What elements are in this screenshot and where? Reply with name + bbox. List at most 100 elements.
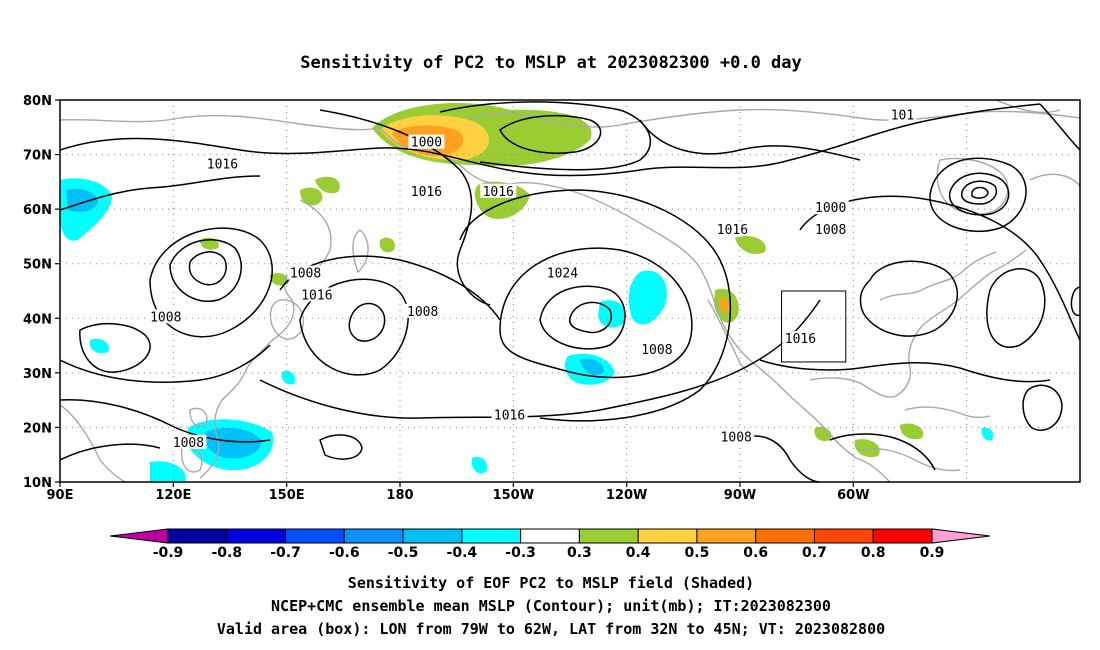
contour-high-inner	[539, 285, 626, 350]
contour-label: 1016	[717, 223, 748, 238]
longitude-ticks: 90E 120E 150E 180 150W 120W 90W 60W	[47, 482, 870, 503]
contour-label-bg	[404, 303, 441, 318]
contour-1016-subtropical	[459, 189, 732, 422]
contour-1008-labrador	[929, 157, 1027, 232]
shade-patch-6	[719, 297, 730, 313]
contour-label-bg	[718, 429, 755, 444]
shade-patch-14	[471, 456, 488, 474]
contour-label-bg	[544, 265, 581, 280]
colorbar-segment	[167, 528, 228, 544]
colorbar-label: 0.3	[567, 545, 592, 561]
contour-label-bg	[638, 342, 675, 357]
contour-ring-okhotsk	[149, 227, 273, 338]
lat-tick-label: 50N	[23, 258, 52, 273]
contour-label-bg	[408, 134, 445, 149]
shade-patch-11	[854, 439, 880, 458]
contour-1024-ring	[499, 247, 693, 379]
lon-tick-label: 150W	[493, 488, 534, 503]
valid-area-box	[781, 290, 847, 363]
lon-tick-label: 90E	[47, 488, 74, 503]
contour-label-bg	[812, 221, 849, 236]
contour-label: 1008	[173, 436, 204, 451]
contour-low-okhotsk-inner	[188, 251, 227, 286]
lon-tick-label: 150E	[269, 488, 305, 503]
contour-1016-siberia	[60, 175, 261, 211]
contour-low-china	[79, 322, 151, 373]
colorbar-segment	[813, 528, 874, 544]
coast-great-lakes	[879, 251, 997, 301]
contour-label-bg	[714, 221, 751, 236]
coast-east-north-america	[908, 249, 1027, 369]
coastlines	[60, 100, 1080, 482]
shade-scs-cyan	[150, 461, 186, 482]
contour-label-bg	[147, 309, 184, 324]
coast-central-america	[855, 457, 891, 482]
colorbar-segment	[285, 528, 345, 544]
contour-1008-west	[60, 399, 271, 443]
colorbar-segment	[520, 528, 580, 544]
colorbar-low-arrow	[109, 528, 169, 544]
coast-greenland	[995, 100, 1061, 114]
contour-labrador-inner	[960, 180, 997, 205]
contour-1016-northeast	[1039, 103, 1080, 151]
colorbar-label: 0.4	[626, 545, 651, 561]
lat-tick-label: 20N	[23, 421, 52, 436]
colorbar-segment	[461, 528, 522, 544]
contour-low-okhotsk	[169, 239, 243, 302]
contour-label-bg	[298, 287, 335, 302]
contour-label: 1008	[407, 305, 438, 320]
coast-hudson-bay	[936, 157, 1009, 215]
contour-label: 1016	[301, 288, 332, 303]
contour-label: 1016	[785, 332, 816, 347]
coast-south-america-north	[859, 448, 961, 472]
contour-labels: 1000 101 1016 1016 1016 1000 1008 1016 1008 1024 1…	[147, 107, 917, 451]
contour-label: 1008	[641, 343, 672, 358]
colorbar-segment	[226, 528, 287, 544]
coast-baja	[707, 299, 749, 373]
coast-east-asia	[199, 199, 332, 479]
contour-1008-central	[829, 433, 936, 471]
contour-label-bg	[408, 183, 445, 198]
contour-high-core	[568, 301, 613, 334]
colorbar-segment	[696, 528, 757, 544]
contour-atlantic-high	[1022, 384, 1063, 431]
contour-1000-bering	[499, 114, 602, 154]
contour-label: 1008	[815, 223, 846, 238]
contour-small-pacific	[319, 434, 363, 460]
contour-label-bg	[170, 434, 207, 449]
colorbar-segment	[578, 528, 639, 544]
lon-tick-label: 120W	[606, 488, 647, 503]
colorbar-label: -0.3	[505, 545, 536, 561]
contour-label: 1008	[721, 430, 752, 445]
map-panel: 1000 101 1016 1016 1016 1000 1008 1016 1008 1024 1…	[23, 94, 1081, 503]
colorbar-label: 0.9	[920, 545, 945, 561]
colorbar-segment	[755, 528, 815, 544]
colorbar: -0.9 -0.8 -0.7 -0.6 -0.5 -0.4 -0.3 0.3 0.4 0.5 0.6…	[109, 528, 991, 561]
contour-arctic-canada	[639, 119, 861, 161]
colorbar-high-arrow	[931, 528, 991, 544]
lat-tick-label: 60N	[23, 203, 52, 218]
contour-label: 1008	[290, 267, 321, 282]
colorbar-label: -0.5	[388, 545, 419, 561]
colorbar-segment	[637, 528, 698, 544]
colorbar-label: 0.5	[685, 545, 710, 561]
captions: Sensitivity of EOF PC2 to MSLP field (Sh…	[217, 574, 885, 638]
map-title: Sensitivity of PC2 to MSLP at 2023082300…	[300, 53, 802, 73]
contour-1016-aleutian	[319, 109, 491, 306]
colorbar-label: -0.7	[270, 545, 301, 561]
colorbar-label: -0.4	[447, 545, 478, 561]
contour-label-bg	[204, 156, 241, 171]
caption-shading: Sensitivity of EOF PC2 to MSLP field (Sh…	[348, 574, 754, 592]
coast-taiwan	[189, 407, 208, 428]
lat-tick-label: 80N	[23, 94, 52, 109]
colorbar-segment	[402, 528, 463, 544]
lat-tick-label: 30N	[23, 367, 52, 382]
colorbar-label: -0.9	[153, 545, 184, 561]
contour-label: 1000	[411, 136, 442, 151]
lon-tick-label: 90W	[724, 488, 756, 503]
contour-1016-high-west	[299, 278, 409, 376]
coast-india-bay	[60, 404, 126, 482]
map-frame	[59, 99, 1081, 483]
lat-tick-label: 40N	[23, 312, 52, 327]
